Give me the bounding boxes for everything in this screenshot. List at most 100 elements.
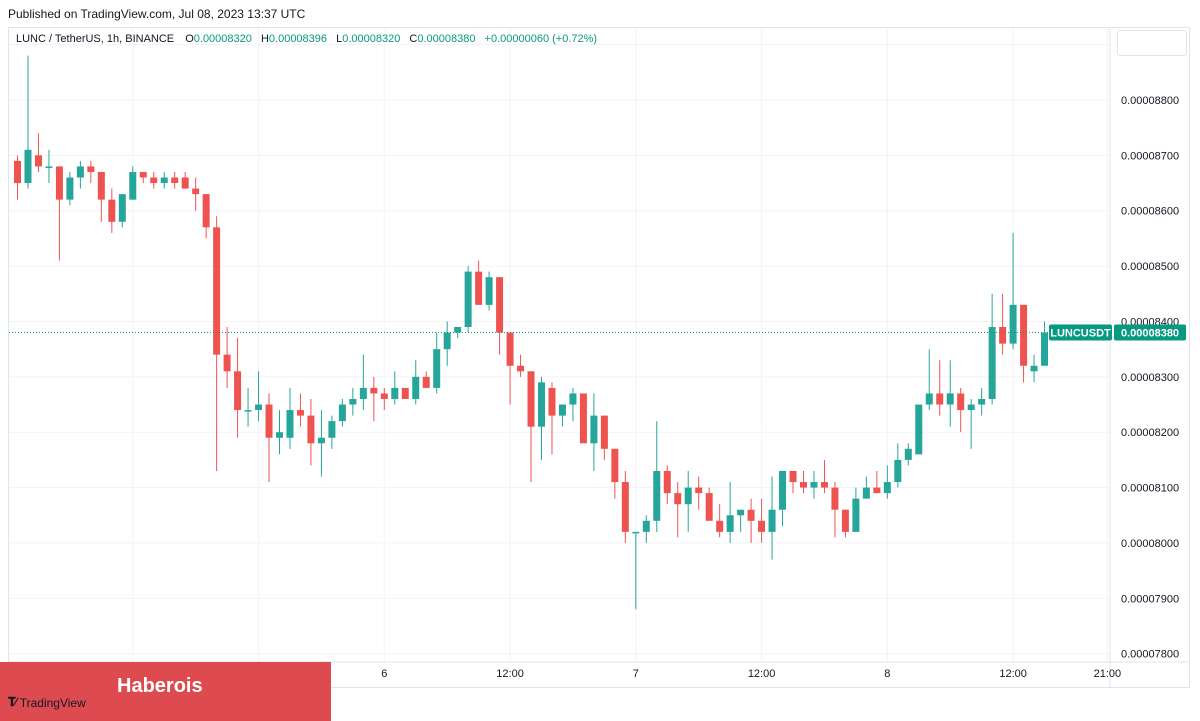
candle[interactable]	[307, 398, 315, 466]
candle[interactable]	[726, 482, 734, 543]
candle[interactable]	[873, 470, 881, 494]
candle[interactable]	[579, 393, 587, 444]
candle[interactable]	[1009, 232, 1017, 350]
candle[interactable]	[831, 482, 839, 538]
candle[interactable]	[66, 171, 74, 206]
candle[interactable]	[202, 194, 210, 239]
candle[interactable]	[904, 443, 912, 466]
candle[interactable]	[548, 382, 556, 455]
tradingview-logo[interactable]: 𝐓∕ TradingView	[8, 695, 86, 710]
candle[interactable]	[663, 465, 671, 505]
candle[interactable]	[957, 387, 965, 433]
candle[interactable]	[422, 371, 430, 388]
candle[interactable]	[925, 349, 933, 411]
candle[interactable]	[988, 293, 996, 405]
candle[interactable]	[820, 459, 828, 494]
candle[interactable]	[192, 177, 200, 211]
candle[interactable]	[55, 166, 63, 261]
candle[interactable]	[684, 470, 692, 532]
candle[interactable]	[800, 470, 807, 494]
candle[interactable]	[223, 327, 231, 388]
candle[interactable]	[370, 376, 378, 422]
candle[interactable]	[967, 398, 975, 449]
candle[interactable]	[517, 354, 525, 377]
candle[interactable]	[862, 476, 870, 499]
candle[interactable]	[338, 398, 346, 427]
candle[interactable]	[391, 371, 399, 405]
candle[interactable]	[527, 371, 535, 483]
candle[interactable]	[380, 387, 388, 411]
candle[interactable]	[87, 160, 95, 184]
candle[interactable]	[475, 260, 483, 305]
candle[interactable]	[265, 393, 273, 483]
candle[interactable]	[349, 387, 357, 416]
candle[interactable]	[758, 498, 766, 543]
candle[interactable]	[1020, 304, 1028, 383]
candle[interactable]	[181, 171, 189, 189]
candle[interactable]	[779, 470, 787, 527]
candle[interactable]	[234, 338, 242, 438]
candle[interactable]	[139, 171, 147, 184]
candle[interactable]	[747, 498, 755, 543]
candle[interactable]	[150, 171, 158, 189]
candle[interactable]	[286, 387, 294, 449]
candle[interactable]	[789, 470, 797, 494]
candle[interactable]	[160, 171, 168, 189]
candle[interactable]	[600, 415, 608, 460]
candle[interactable]	[34, 133, 42, 172]
candle[interactable]	[674, 482, 682, 538]
candle[interactable]	[1030, 354, 1038, 383]
legend-toggle-box[interactable]	[1117, 30, 1187, 56]
candle[interactable]	[569, 387, 577, 422]
candle[interactable]	[108, 188, 116, 233]
candle[interactable]	[915, 404, 923, 455]
candle[interactable]	[590, 393, 598, 471]
candle[interactable]	[328, 415, 336, 449]
candle[interactable]	[255, 371, 263, 422]
candle[interactable]	[171, 171, 179, 189]
candle[interactable]	[443, 321, 451, 366]
candle[interactable]	[852, 487, 860, 532]
candle[interactable]	[454, 327, 462, 339]
candle[interactable]	[946, 360, 954, 427]
candle[interactable]	[978, 387, 986, 416]
candle[interactable]	[24, 55, 32, 189]
candle[interactable]	[936, 360, 944, 416]
candle[interactable]	[129, 166, 137, 200]
candle[interactable]	[894, 443, 902, 488]
candle[interactable]	[737, 509, 745, 532]
candle[interactable]	[276, 410, 283, 455]
candle[interactable]	[359, 354, 367, 411]
candle[interactable]	[632, 531, 640, 610]
candle[interactable]	[883, 465, 891, 499]
candle[interactable]	[317, 410, 325, 477]
candle[interactable]	[213, 216, 221, 471]
candle[interactable]	[810, 470, 818, 499]
candle[interactable]	[1041, 321, 1049, 366]
candle[interactable]	[433, 332, 441, 394]
candle[interactable]	[76, 160, 84, 189]
candle[interactable]	[296, 393, 304, 427]
candle[interactable]	[611, 448, 619, 499]
candle[interactable]	[538, 376, 545, 460]
candle[interactable]	[485, 271, 493, 311]
candle[interactable]	[118, 194, 126, 228]
candle[interactable]	[653, 421, 661, 532]
candle[interactable]	[999, 293, 1007, 355]
candle[interactable]	[45, 149, 53, 184]
candle[interactable]	[401, 387, 409, 399]
candle[interactable]	[642, 515, 650, 543]
candle[interactable]	[464, 266, 472, 333]
candle[interactable]	[705, 487, 713, 521]
candle[interactable]	[506, 332, 514, 405]
candle[interactable]	[558, 404, 566, 427]
candle[interactable]	[244, 387, 252, 427]
candle[interactable]	[621, 470, 629, 543]
candle[interactable]	[695, 476, 703, 510]
candle[interactable]	[14, 155, 21, 200]
candle[interactable]	[412, 360, 420, 405]
candle[interactable]	[841, 509, 849, 538]
candle[interactable]	[97, 171, 105, 222]
candle[interactable]	[716, 504, 724, 538]
